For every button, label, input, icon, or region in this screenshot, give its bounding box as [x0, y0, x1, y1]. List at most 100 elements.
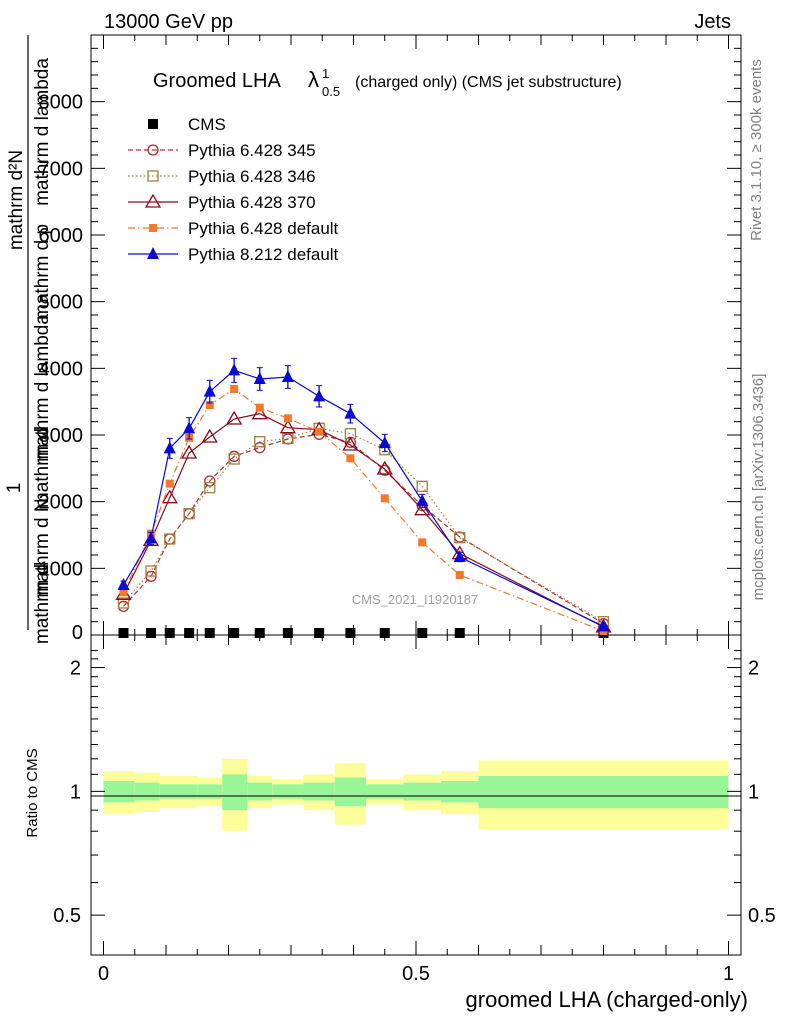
ratio-band-inner-10 — [403, 782, 441, 801]
data-point-p370 — [251, 405, 268, 420]
data-point-p6def — [205, 401, 214, 409]
data-point-p370 — [201, 428, 218, 443]
ratio-band-inner-7 — [303, 782, 335, 801]
legend-label-cms: CMS — [188, 115, 226, 134]
ratio-y-tick-label: 2 — [70, 658, 81, 680]
data-point-p370 — [161, 489, 178, 504]
data-point-p346 — [183, 508, 195, 520]
legend-marker-p370 — [144, 193, 162, 208]
data-point-p8 — [597, 619, 610, 632]
data-point-p8 — [253, 372, 266, 384]
legend-label-p370: Pythia 6.428 370 — [188, 193, 316, 212]
chart-title: Groomed LHA λ 1 0.5 (charged only) (CMS … — [153, 66, 622, 99]
data-point-p8 — [453, 550, 466, 562]
data-point-cms — [379, 628, 390, 638]
ylabel-den4: mathrm d — [32, 428, 53, 508]
y-tick-label-zero: 0 — [72, 622, 83, 644]
data-point-p8 — [117, 578, 130, 590]
legend-item-cms: CMS — [148, 115, 226, 134]
x-tick-label: 1 — [723, 963, 734, 985]
ratio-y-tick-label: 0.5 — [53, 905, 81, 927]
ylabel-top: 1 — [4, 483, 25, 494]
ratio-bands — [103, 758, 729, 832]
axis-tick-labels: 1000 2000 3000 4000 5000 6000 7000 8000 0 0 0.5 1 0.… — [39, 92, 776, 985]
data-point-p370 — [225, 410, 243, 425]
legend-label-p345: Pythia 6.428 345 — [188, 141, 316, 160]
legend-marker-p8 — [147, 247, 159, 259]
legend-item-p370: Pythia 6.428 370 — [128, 193, 316, 212]
ratio-band-inner-2 — [159, 784, 198, 799]
legend-item-p346: Pythia 6.428 346 — [128, 167, 316, 186]
data-point-p8 — [281, 370, 294, 382]
data-point-p345 — [254, 442, 266, 454]
data-point-p6def — [455, 571, 464, 579]
ratio-band-inner-6 — [272, 784, 304, 799]
y-tick-label: 2000 — [39, 492, 84, 514]
ylabel-den3: mathrm d lambda — [32, 314, 53, 462]
data-point-cms — [314, 628, 325, 638]
series-line-p6def — [122, 388, 604, 632]
data-point-cms — [454, 628, 465, 638]
data-point-p8 — [378, 436, 391, 448]
legend-item-p8: Pythia 8.212 default — [128, 245, 339, 264]
y-tick-label: 1000 — [39, 558, 84, 580]
main-ylabel: 1 mathrm d²N mathrm d lambda mathrm d p … — [4, 35, 53, 644]
legend-item-p6def: Pythia 6.428 default — [128, 219, 339, 238]
data-point-p8 — [313, 389, 326, 402]
data-point-p6def — [230, 385, 239, 393]
data-point-p346 — [228, 453, 240, 465]
y-tick-label: 4000 — [39, 358, 84, 380]
data-point-p8 — [203, 384, 216, 397]
data-point-cms — [204, 628, 215, 638]
legend-marker-cms — [148, 119, 158, 129]
data-point-p8 — [416, 494, 429, 506]
y-tick-label: 6000 — [39, 225, 84, 247]
data-point-cms — [345, 628, 356, 638]
ylabel-den2: mathrm d p — [32, 224, 53, 320]
data-point-p370 — [180, 444, 198, 459]
data-point-p8 — [344, 406, 357, 419]
data-point-p8 — [183, 421, 196, 434]
data-point-p346 — [145, 565, 157, 577]
data-point-cms — [282, 628, 293, 638]
legend-marker-p345 — [147, 144, 159, 156]
legend-label-p6def: Pythia 6.428 default — [188, 219, 339, 238]
data-point-p6def — [418, 538, 427, 547]
legend-marker-p6def — [149, 224, 157, 232]
title-symbol: λ — [308, 67, 319, 92]
watermark: CMS_2021_I1920187 — [352, 592, 479, 607]
data-point-p346 — [204, 482, 216, 494]
ratio-band-inner-8 — [334, 777, 366, 807]
side-text-rivet: Rivet 3.1.10, ≥ 300k events — [748, 59, 765, 241]
axis-ticks — [91, 35, 741, 955]
series-cms — [118, 628, 609, 638]
x-tick-label: 0.5 — [402, 963, 430, 985]
x-tick-label: 0 — [98, 963, 109, 985]
svg-text:Groomed LHA: Groomed LHA — [153, 70, 281, 92]
legend-item-p345: Pythia 6.428 345 — [128, 141, 316, 160]
data-point-p346 — [117, 597, 130, 609]
data-point-p346 — [282, 432, 294, 444]
y-tick-label: 3000 — [39, 425, 84, 447]
data-point-p8 — [228, 363, 241, 376]
ylabel-den5: mathrm d — [32, 564, 53, 644]
ratio-band-inner-5 — [247, 782, 273, 801]
data-point-p346 — [454, 532, 466, 544]
data-point-cms — [254, 628, 265, 638]
title-sup: 1 — [322, 66, 329, 81]
data-point-p370 — [279, 419, 297, 434]
data-point-cms — [118, 628, 129, 638]
title-rest: (charged only) (CMS jet substructure) — [355, 74, 622, 91]
data-point-p346 — [416, 480, 428, 492]
header-left: 13000 GeV pp — [104, 11, 233, 33]
ratio-band-inner-11 — [441, 780, 479, 803]
data-point-cms — [164, 628, 175, 638]
ratio-y-tick-label: 1 — [70, 781, 81, 803]
y-tick-label: 7000 — [39, 158, 84, 180]
title-sub: 0.5 — [322, 84, 340, 99]
ylabel-den1: mathrm d N — [32, 498, 53, 597]
xlabel: groomed LHA (charged-only) — [466, 987, 748, 1012]
data-point-p370 — [376, 460, 393, 475]
legend-label-p8: Pythia 8.212 default — [188, 245, 339, 264]
legend-marker-p346 — [147, 170, 159, 182]
